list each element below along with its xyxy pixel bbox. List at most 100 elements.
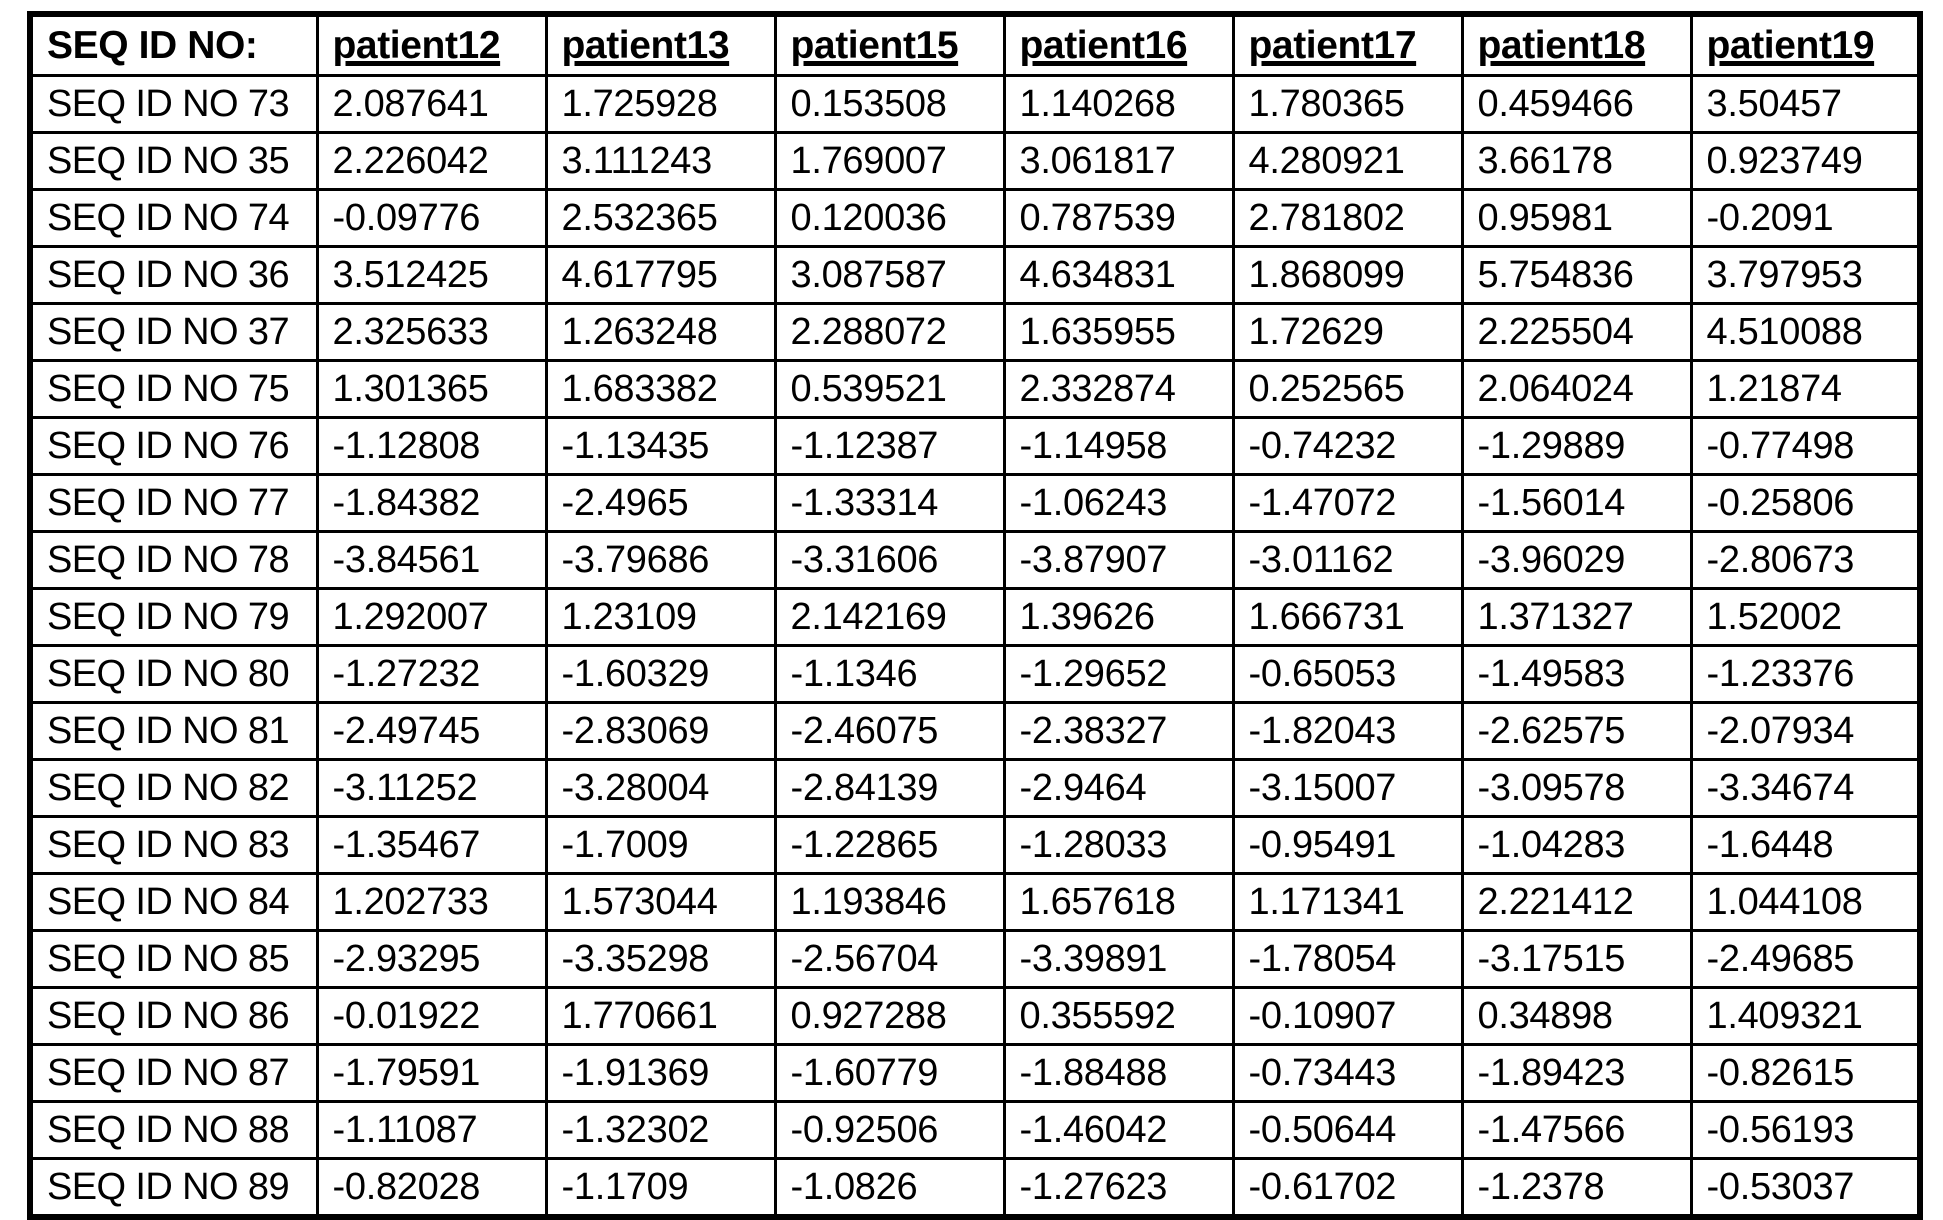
data-cell: -1.29889 bbox=[1462, 418, 1691, 475]
data-cell: -1.27623 bbox=[1004, 1159, 1233, 1218]
data-cell: -0.53037 bbox=[1691, 1159, 1920, 1218]
data-cell: 1.193846 bbox=[775, 874, 1004, 931]
row-label-cell: SEQ ID NO 80 bbox=[30, 646, 317, 703]
data-cell: -0.73443 bbox=[1233, 1045, 1462, 1102]
data-cell: -1.04283 bbox=[1462, 817, 1691, 874]
data-cell: 0.34898 bbox=[1462, 988, 1691, 1045]
data-cell: 0.923749 bbox=[1691, 133, 1920, 190]
data-cell: 2.142169 bbox=[775, 589, 1004, 646]
data-cell: 2.087641 bbox=[317, 76, 546, 133]
column-header-patient13: patient13 bbox=[546, 14, 775, 76]
data-cell: -1.7009 bbox=[546, 817, 775, 874]
column-header-patient17: patient17 bbox=[1233, 14, 1462, 76]
data-cell: -1.1709 bbox=[546, 1159, 775, 1218]
data-cell: -1.2378 bbox=[1462, 1159, 1691, 1218]
data-cell: 1.23109 bbox=[546, 589, 775, 646]
table-row: SEQ ID NO 841.2027331.5730441.1938461.65… bbox=[30, 874, 1920, 931]
data-cell: 1.868099 bbox=[1233, 247, 1462, 304]
data-cell: 2.226042 bbox=[317, 133, 546, 190]
data-cell: -0.92506 bbox=[775, 1102, 1004, 1159]
data-cell: -1.23376 bbox=[1691, 646, 1920, 703]
column-header-patient15: patient15 bbox=[775, 14, 1004, 76]
data-cell: 3.061817 bbox=[1004, 133, 1233, 190]
data-cell: 3.111243 bbox=[546, 133, 775, 190]
column-header-label: patient19 bbox=[1707, 24, 1875, 67]
row-label-cell: SEQ ID NO 36 bbox=[30, 247, 317, 304]
data-cell: 2.064024 bbox=[1462, 361, 1691, 418]
row-label-cell: SEQ ID NO 83 bbox=[30, 817, 317, 874]
data-cell: -1.29652 bbox=[1004, 646, 1233, 703]
data-cell: -0.82028 bbox=[317, 1159, 546, 1218]
data-cell: -0.50644 bbox=[1233, 1102, 1462, 1159]
data-cell: -1.78054 bbox=[1233, 931, 1462, 988]
column-header-patient12: patient12 bbox=[317, 14, 546, 76]
data-cell: -2.07934 bbox=[1691, 703, 1920, 760]
data-cell: -0.74232 bbox=[1233, 418, 1462, 475]
data-cell: 1.573044 bbox=[546, 874, 775, 931]
data-cell: -1.47072 bbox=[1233, 475, 1462, 532]
data-cell: -3.28004 bbox=[546, 760, 775, 817]
data-cell: -2.62575 bbox=[1462, 703, 1691, 760]
data-cell: 2.332874 bbox=[1004, 361, 1233, 418]
row-label-cell: SEQ ID NO 81 bbox=[30, 703, 317, 760]
data-cell: -1.11087 bbox=[317, 1102, 546, 1159]
data-cell: 4.280921 bbox=[1233, 133, 1462, 190]
data-cell: -2.83069 bbox=[546, 703, 775, 760]
data-cell: 1.725928 bbox=[546, 76, 775, 133]
row-label-cell: SEQ ID NO 87 bbox=[30, 1045, 317, 1102]
row-label-cell: SEQ ID NO 89 bbox=[30, 1159, 317, 1218]
data-cell: -3.96029 bbox=[1462, 532, 1691, 589]
data-cell: -2.38327 bbox=[1004, 703, 1233, 760]
data-cell: -3.15007 bbox=[1233, 760, 1462, 817]
data-cell: 1.371327 bbox=[1462, 589, 1691, 646]
data-cell: -1.14958 bbox=[1004, 418, 1233, 475]
data-cell: 2.225504 bbox=[1462, 304, 1691, 361]
data-cell: -1.6448 bbox=[1691, 817, 1920, 874]
data-cell: -1.88488 bbox=[1004, 1045, 1233, 1102]
column-header-label: SEQ ID NO: bbox=[47, 24, 258, 67]
table-row: SEQ ID NO 88-1.11087-1.32302-0.92506-1.4… bbox=[30, 1102, 1920, 1159]
data-cell: 5.754836 bbox=[1462, 247, 1691, 304]
data-cell: 2.288072 bbox=[775, 304, 1004, 361]
data-cell: 1.292007 bbox=[317, 589, 546, 646]
data-cell: -3.31606 bbox=[775, 532, 1004, 589]
table-row: SEQ ID NO 80-1.27232-1.60329-1.1346-1.29… bbox=[30, 646, 1920, 703]
table-header: SEQ ID NO: patient12patient13patient15 pat… bbox=[30, 14, 1920, 76]
data-cell: 0.252565 bbox=[1233, 361, 1462, 418]
data-cell: -1.0826 bbox=[775, 1159, 1004, 1218]
table-row: SEQ ID NO 74-0.097762.5323650.1200360.78… bbox=[30, 190, 1920, 247]
table-row: SEQ ID NO 83-1.35467-1.7009-1.22865-1.28… bbox=[30, 817, 1920, 874]
data-cell: 3.50457 bbox=[1691, 76, 1920, 133]
data-cell: -1.56014 bbox=[1462, 475, 1691, 532]
data-cell: 3.66178 bbox=[1462, 133, 1691, 190]
data-cell: -1.35467 bbox=[317, 817, 546, 874]
table-row: SEQ ID NO 82-3.11252-3.28004-2.84139-2.9… bbox=[30, 760, 1920, 817]
data-cell: -1.22865 bbox=[775, 817, 1004, 874]
data-cell: -1.13435 bbox=[546, 418, 775, 475]
row-label-cell: SEQ ID NO 75 bbox=[30, 361, 317, 418]
row-label-cell: SEQ ID NO 79 bbox=[30, 589, 317, 646]
data-cell: 4.617795 bbox=[546, 247, 775, 304]
row-label-cell: SEQ ID NO 85 bbox=[30, 931, 317, 988]
data-cell: -1.89423 bbox=[1462, 1045, 1691, 1102]
data-cell: 0.153508 bbox=[775, 76, 1004, 133]
data-cell: -2.4965 bbox=[546, 475, 775, 532]
data-cell: 1.780365 bbox=[1233, 76, 1462, 133]
table-header-row: SEQ ID NO: patient12patient13patient15 pat… bbox=[30, 14, 1920, 76]
data-cell: -0.56193 bbox=[1691, 1102, 1920, 1159]
data-cell: 1.21874 bbox=[1691, 361, 1920, 418]
row-label-cell: SEQ ID NO 88 bbox=[30, 1102, 317, 1159]
data-cell: -0.25806 bbox=[1691, 475, 1920, 532]
table-row: SEQ ID NO 352.2260423.1112431.7690073.06… bbox=[30, 133, 1920, 190]
data-cell: -1.47566 bbox=[1462, 1102, 1691, 1159]
data-cell: 1.666731 bbox=[1233, 589, 1462, 646]
data-cell: 0.539521 bbox=[775, 361, 1004, 418]
data-cell: 0.95981 bbox=[1462, 190, 1691, 247]
table-row: SEQ ID NO 81-2.49745-2.83069-2.46075-2.3… bbox=[30, 703, 1920, 760]
data-cell: 2.532365 bbox=[546, 190, 775, 247]
table-row: SEQ ID NO 372.3256331.2632482.2880721.63… bbox=[30, 304, 1920, 361]
data-cell: -1.82043 bbox=[1233, 703, 1462, 760]
table-row: SEQ ID NO 89-0.82028-1.1709-1.0826-1.276… bbox=[30, 1159, 1920, 1218]
data-cell: -2.49685 bbox=[1691, 931, 1920, 988]
data-cell: 3.797953 bbox=[1691, 247, 1920, 304]
